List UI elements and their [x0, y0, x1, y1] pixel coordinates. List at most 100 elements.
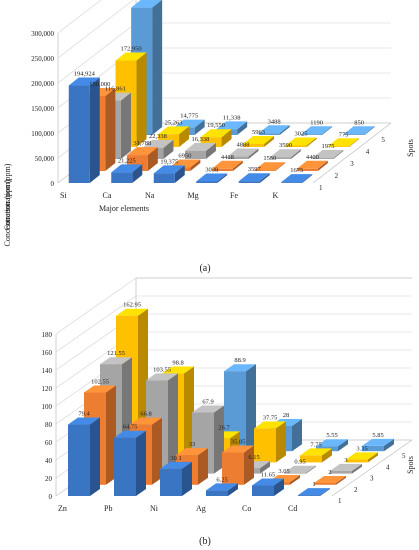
- bar-co-spot-1: [252, 478, 284, 496]
- bar-k-spot-2: [296, 160, 328, 171]
- bar-k-spot-4: [328, 138, 360, 147]
- data-label: 150,000: [89, 81, 110, 88]
- data-label: 25,263: [165, 119, 183, 126]
- spot-tick-label: 4: [366, 148, 370, 156]
- panel-label-b: (b): [199, 536, 211, 547]
- y-tick-label: 200,000: [31, 80, 54, 88]
- bar-ag-spot-1: [206, 483, 238, 496]
- gridline: [57, 22, 391, 84]
- bar-mg-spot-4: [243, 136, 275, 147]
- bar-fe-spot-5: [301, 126, 333, 135]
- bar-cd-spot-1: [298, 488, 330, 496]
- data-label: 31,788: [133, 140, 151, 147]
- data-label: 37.75: [263, 414, 278, 421]
- bar-mg-spot-1: [196, 173, 228, 183]
- gridline: [55, 295, 412, 353]
- data-label: 5963: [252, 129, 265, 136]
- bar-ca-spot-1: [111, 164, 143, 183]
- data-label: 28: [283, 412, 290, 419]
- x-tick-label: Zn: [58, 504, 67, 513]
- data-label: 5.55: [326, 432, 337, 439]
- bar-fe-spot-4: [285, 137, 317, 147]
- bar-mg-spot-3: [227, 148, 259, 159]
- chart-panel-a: 0 50,000 100,000 150,000 200,000 250,000 300,0…: [3, 0, 415, 230]
- data-label: 30.1: [170, 455, 181, 462]
- spot-tick-label: 3: [370, 475, 374, 483]
- bar-si-spot-1: [68, 77, 100, 183]
- data-label: 162.95: [123, 302, 141, 309]
- bar-na-spot-3: [184, 142, 216, 159]
- x-axis-title: Major elements: [99, 204, 149, 213]
- y-tick-label: 100,000: [31, 130, 54, 138]
- gridline: [55, 277, 412, 335]
- x-tick-label: Ag: [196, 504, 206, 513]
- data-label: 102.55: [91, 379, 109, 386]
- y-tick-label: 150,000: [31, 105, 54, 113]
- x-tick-label: Mg: [188, 191, 199, 200]
- bar-ni-spot-1: [160, 461, 192, 496]
- spot-tick-label: 2: [335, 172, 339, 180]
- data-label: 775: [339, 132, 349, 139]
- data-label: 1190: [310, 119, 323, 126]
- bar-zn-spot-1: [68, 417, 100, 496]
- data-label: 7.75: [310, 441, 321, 448]
- data-label: 121.55: [107, 350, 125, 357]
- data-label: 6.25: [216, 476, 227, 483]
- data-label: 4400: [306, 154, 319, 161]
- data-label: 103.55: [153, 366, 171, 373]
- data-label: 3: [344, 457, 347, 464]
- spot-tick-label: 3: [350, 160, 354, 168]
- data-label: 6950: [178, 153, 191, 160]
- bars: [68, 308, 394, 496]
- bar-k-spot-5: [343, 126, 375, 135]
- data-label: 19,550: [207, 122, 225, 129]
- data-label: 33: [189, 441, 196, 448]
- data-label: 2: [328, 469, 331, 476]
- y-tick-label: 300,000: [31, 30, 54, 38]
- bar-pb-spot-1: [114, 430, 146, 496]
- data-label: 4888: [236, 142, 249, 149]
- y-axis-title: Concentration (ppm): [3, 163, 12, 230]
- x-tick-label: Ca: [103, 191, 112, 200]
- data-label: 3597: [248, 166, 262, 173]
- bar-mg-spot-2: [211, 160, 243, 171]
- y-tick-label: 120: [42, 385, 53, 393]
- data-label: 194,924: [74, 71, 96, 78]
- bar-ni-spot-5: [224, 364, 256, 452]
- spot-tick-label: 4: [386, 463, 390, 471]
- spot-tick-label: 1: [319, 184, 323, 192]
- z-axis-title: Spots: [406, 139, 415, 157]
- y-tick-label: 100: [42, 403, 53, 411]
- data-label: 850: [354, 120, 364, 127]
- y-tick-label: 40: [45, 457, 53, 465]
- data-label: 116,861: [105, 86, 126, 93]
- data-label: 35.85: [231, 439, 246, 446]
- data-label: 3590: [279, 142, 292, 149]
- y-tick-label: 0: [49, 493, 53, 501]
- data-label: 1675: [290, 167, 303, 174]
- bar-na-spot-4: [200, 129, 232, 147]
- y-tick-label: 180: [42, 331, 53, 339]
- data-label: 6.15: [248, 454, 259, 461]
- data-label: 64.75: [123, 424, 138, 431]
- bar-k-spot-1: [281, 174, 313, 183]
- x-tick-label: Cd: [288, 504, 297, 513]
- data-label: 26.7: [218, 424, 230, 431]
- bar-cd-spot-3: [330, 463, 362, 474]
- data-label: 5.85: [372, 432, 383, 439]
- data-label: 1550: [263, 155, 276, 162]
- data-label: 79.4: [78, 411, 90, 418]
- x-tick-label: Pb: [104, 504, 112, 513]
- y-tick-label: 60: [45, 439, 53, 447]
- data-label: 3.35: [356, 445, 367, 452]
- data-label: 3025: [295, 130, 308, 137]
- data-label: 172,950: [120, 46, 141, 53]
- bar-k-spot-3: [312, 150, 344, 159]
- bars: [68, 0, 375, 183]
- bar-fe-spot-1: [238, 173, 270, 183]
- bar-co-spot-4: [300, 448, 332, 463]
- bar-ag-spot-4: [254, 421, 286, 463]
